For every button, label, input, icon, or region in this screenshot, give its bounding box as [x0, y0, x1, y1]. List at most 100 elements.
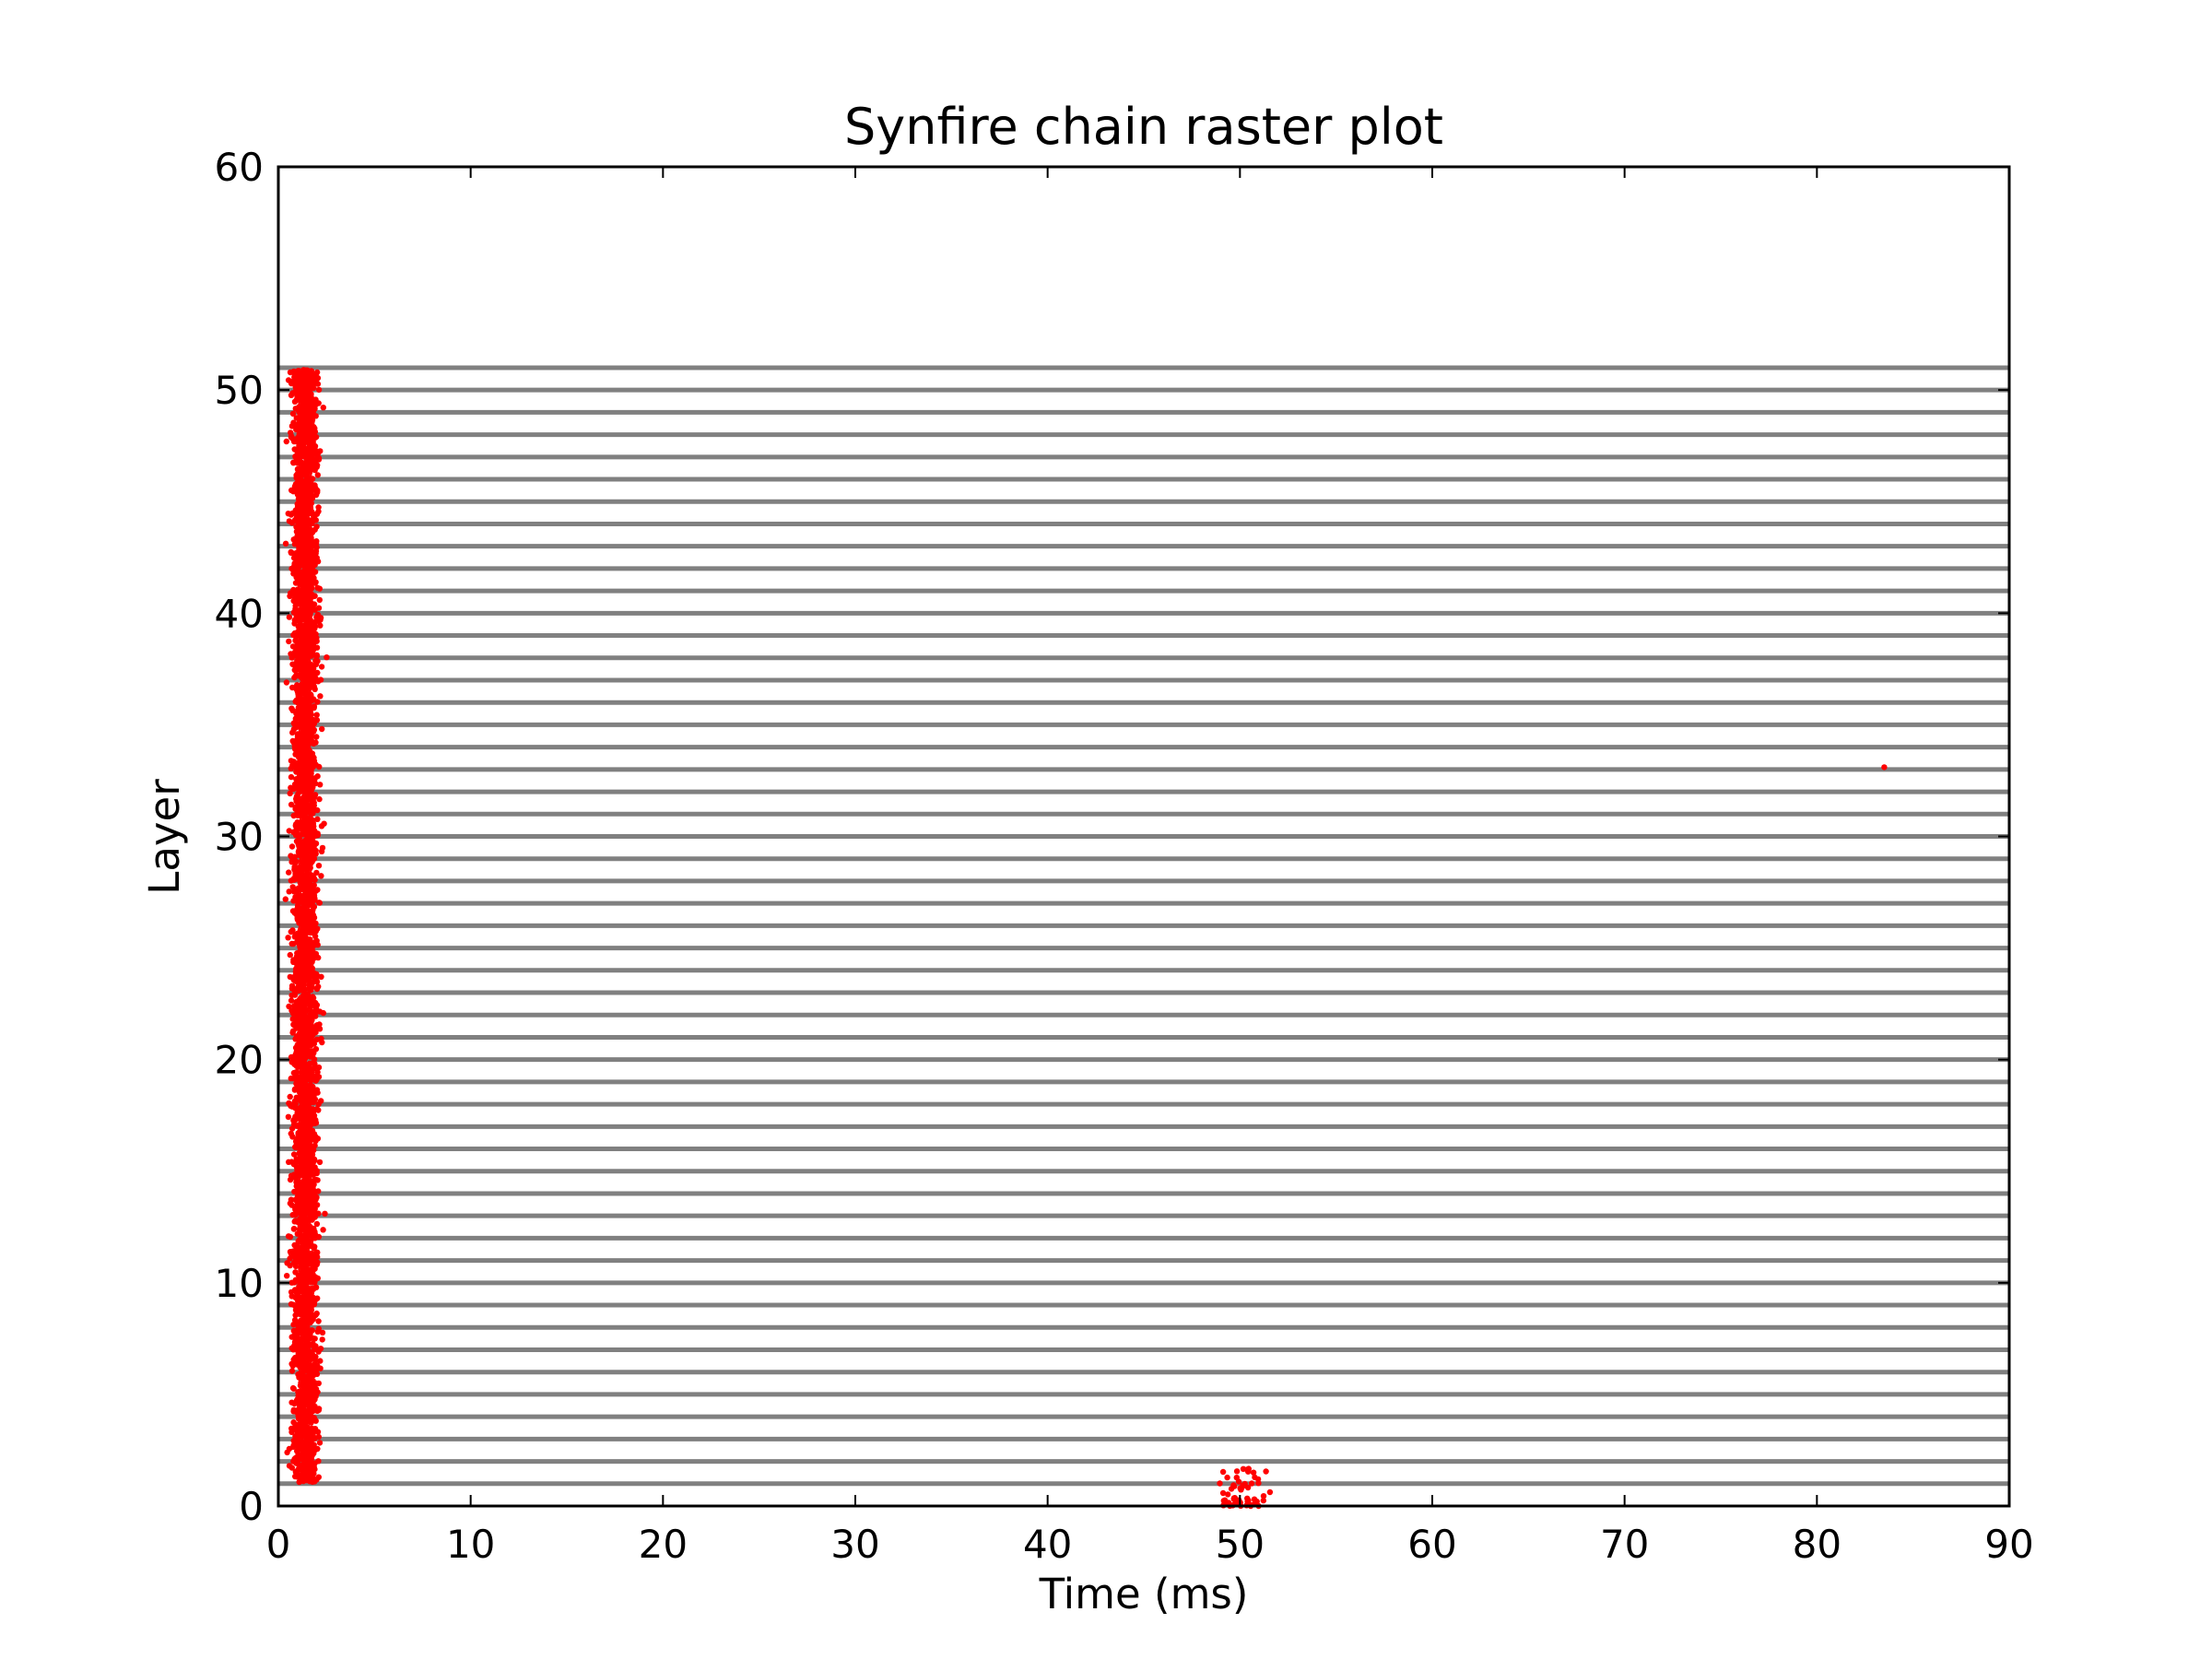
- spike-point-1682: [314, 1069, 321, 1076]
- spike-point-799: [302, 1300, 310, 1306]
- spike-point-358: [312, 1396, 318, 1403]
- spike-point-1877: [296, 1031, 303, 1039]
- spike-point-809: [302, 1288, 309, 1295]
- spike-point-1529: [313, 1106, 320, 1112]
- spike-point-4316: [307, 422, 313, 429]
- spike-point-89: [305, 1464, 312, 1471]
- spike-point-2328: [295, 912, 301, 919]
- spike-point-2149: [312, 950, 320, 958]
- spike-point-2125: [287, 951, 293, 959]
- spike-point-3773: [295, 551, 301, 559]
- spike-point-4550: [1230, 1495, 1238, 1501]
- spike-point-1969: [286, 1003, 292, 1010]
- spike-point-1863: [289, 1030, 296, 1036]
- spike-point-1797: [309, 1038, 315, 1045]
- spike-point-596: [319, 1329, 326, 1336]
- plot-area: [278, 365, 2009, 1510]
- spike-point-3149: [308, 705, 314, 712]
- spike-point-265: [309, 1425, 315, 1432]
- spike-point-1221: [287, 1176, 294, 1183]
- spike-point-4225: [289, 435, 296, 441]
- spike-point-2783: [292, 806, 299, 812]
- spike-point-2724: [316, 795, 323, 803]
- spike-point-2337: [298, 906, 304, 912]
- spike-point-2698: [290, 829, 297, 835]
- spike-point-2429: [295, 886, 301, 892]
- spike-point-438: [295, 1389, 301, 1395]
- spike-point-308: [294, 1395, 300, 1403]
- spike-point-1799: [299, 1050, 305, 1057]
- spike-point-890: [300, 1277, 307, 1283]
- spike-point-1889: [292, 1022, 299, 1030]
- spike-point-2865: [295, 778, 301, 784]
- spike-point-3549: [316, 596, 323, 604]
- spike-point-1163: [306, 1205, 312, 1212]
- y-tick-label: 50: [215, 368, 264, 413]
- spike-point-4527: [1263, 1468, 1269, 1475]
- spike-point-268: [297, 1426, 303, 1432]
- spike-point-3843: [282, 540, 289, 547]
- spike-point-2159: [292, 966, 300, 972]
- spike-point-3413: [313, 652, 320, 658]
- spike-point-2491: [315, 863, 323, 869]
- spike-point-4139: [309, 460, 315, 466]
- x-axis-label: Time (ms): [1039, 1570, 1249, 1618]
- spike-point-2506: [318, 873, 324, 879]
- spike-point-2223: [290, 940, 297, 947]
- spike-point-2956: [296, 759, 302, 766]
- spike-point-1077: [309, 1228, 316, 1235]
- spike-point-1701: [293, 1069, 300, 1076]
- spike-point-2876: [307, 771, 313, 779]
- spike-point-3508: [295, 630, 301, 637]
- spike-point-1523: [291, 1116, 298, 1123]
- spike-point-4174: [283, 438, 289, 445]
- spike-point-2609: [288, 853, 294, 859]
- x-tick-label: 10: [446, 1522, 495, 1567]
- spike-point-1242: [294, 1182, 300, 1189]
- spike-point-3548: [315, 605, 323, 611]
- spike-point-2246: [309, 929, 315, 936]
- spike-point-1615: [293, 1094, 300, 1101]
- spike-point-1062: [320, 1227, 326, 1233]
- spike-point-2774: [300, 794, 308, 800]
- spike-point-1599: [291, 1100, 298, 1106]
- spike-point-1795: [307, 1053, 314, 1060]
- spike-point-789: [288, 1293, 295, 1300]
- spike-point-4541: [1219, 1468, 1227, 1476]
- spike-point-3736: [313, 555, 320, 561]
- spike-point-2145: [290, 959, 297, 966]
- spike-point-1883: [301, 1024, 309, 1030]
- spike-point-4498: [304, 368, 311, 374]
- spike-point-2518: [299, 874, 306, 880]
- spike-point-4512: [1233, 1468, 1241, 1475]
- spike-point-1704: [303, 1062, 310, 1069]
- spike-point-852: [312, 1279, 318, 1286]
- spike-point-1259: [312, 1177, 318, 1183]
- spike-point-4404: [295, 406, 301, 412]
- spike-point-1313: [286, 1159, 292, 1166]
- spike-point-3329: [289, 661, 296, 667]
- spike-point-1427: [292, 1138, 300, 1145]
- spike-point-446: [310, 1380, 317, 1386]
- spike-point-1525: [301, 1118, 308, 1125]
- spike-point-4229: [305, 440, 312, 446]
- spike-point-4126: [297, 475, 303, 482]
- spike-point-441: [300, 1380, 308, 1386]
- spike-point-357: [300, 1411, 307, 1418]
- y-tick-label: 10: [215, 1261, 264, 1306]
- spike-point-269: [297, 1433, 303, 1440]
- spike-point-2431: [286, 869, 292, 876]
- spike-point-984: [301, 1241, 308, 1247]
- spike-point-99: [315, 1458, 322, 1465]
- spike-point-3419: [291, 649, 299, 655]
- spike-point-2963: [297, 753, 303, 759]
- spike-point-3143: [302, 706, 309, 712]
- y-tick-label: 0: [239, 1484, 264, 1529]
- spike-point-86: [308, 1476, 314, 1483]
- spike-point-3044: [313, 734, 320, 740]
- spike-point-3760: [288, 548, 294, 556]
- spike-point-1585: [313, 1087, 321, 1093]
- y-tick-label: 60: [215, 145, 264, 190]
- spike-point-872: [295, 1277, 301, 1284]
- spike-point-522: [311, 1361, 318, 1368]
